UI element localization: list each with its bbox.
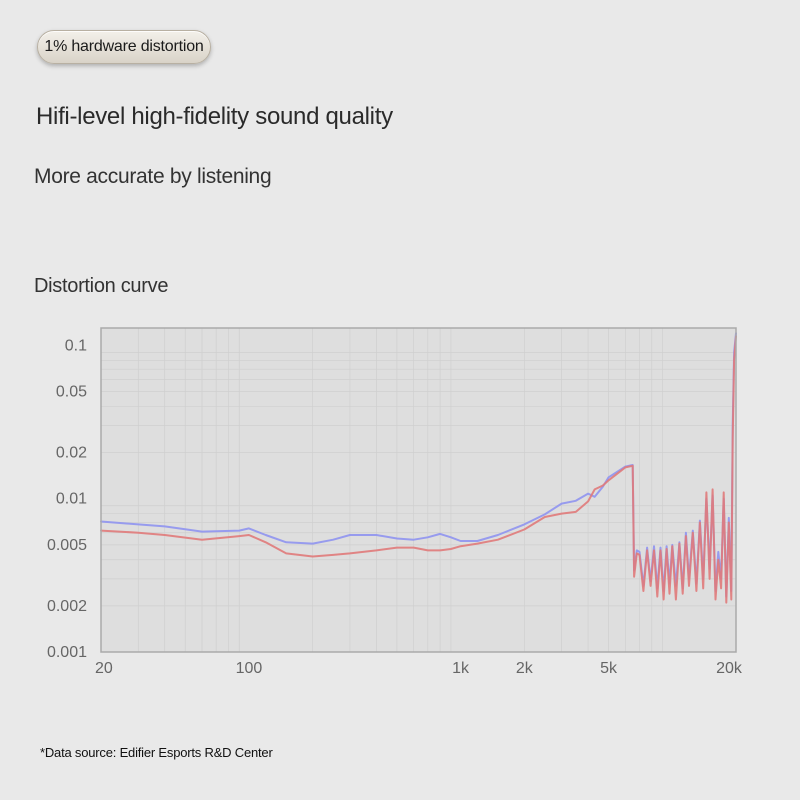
page-title: Hifi-level high-fidelity sound quality	[36, 103, 393, 130]
badge-label: 1% hardware distortion	[44, 38, 204, 55]
axes	[100, 327, 737, 653]
x-tick-label: 20	[95, 660, 113, 677]
y-tick-label: 0.01	[56, 491, 87, 508]
y-tick-label: 0.001	[47, 644, 87, 661]
page-subtitle: More accurate by listening	[34, 165, 272, 188]
y-tick-label: 0.1	[65, 337, 87, 354]
grid-lines	[101, 328, 736, 652]
tick-labels: 0.1 0.05 0.02 0.01 0.005 0.002 0.001 20 100 1k 2k 5…	[47, 337, 743, 677]
data-source-footnote: *Data source: Edifier Esports R&D Center	[40, 745, 273, 760]
series-line-2	[100, 335, 737, 604]
x-tick-label: 5k	[600, 660, 618, 677]
x-tick-label: 100	[236, 660, 263, 677]
plot-area	[101, 328, 736, 652]
x-tick-label: 1k	[452, 660, 470, 677]
series-layer	[100, 332, 737, 604]
y-tick-label: 0.05	[56, 384, 87, 401]
distortion-badge: 1% hardware distortion	[37, 30, 211, 64]
x-tick-label: 2k	[516, 660, 534, 677]
y-tick-label: 0.005	[47, 537, 87, 554]
y-tick-label: 0.002	[47, 598, 87, 615]
x-tick-label: 20k	[716, 660, 743, 677]
y-tick-label: 0.02	[56, 445, 87, 462]
plot-frame	[100, 327, 737, 653]
chart-heading: Distortion curve	[34, 275, 169, 297]
